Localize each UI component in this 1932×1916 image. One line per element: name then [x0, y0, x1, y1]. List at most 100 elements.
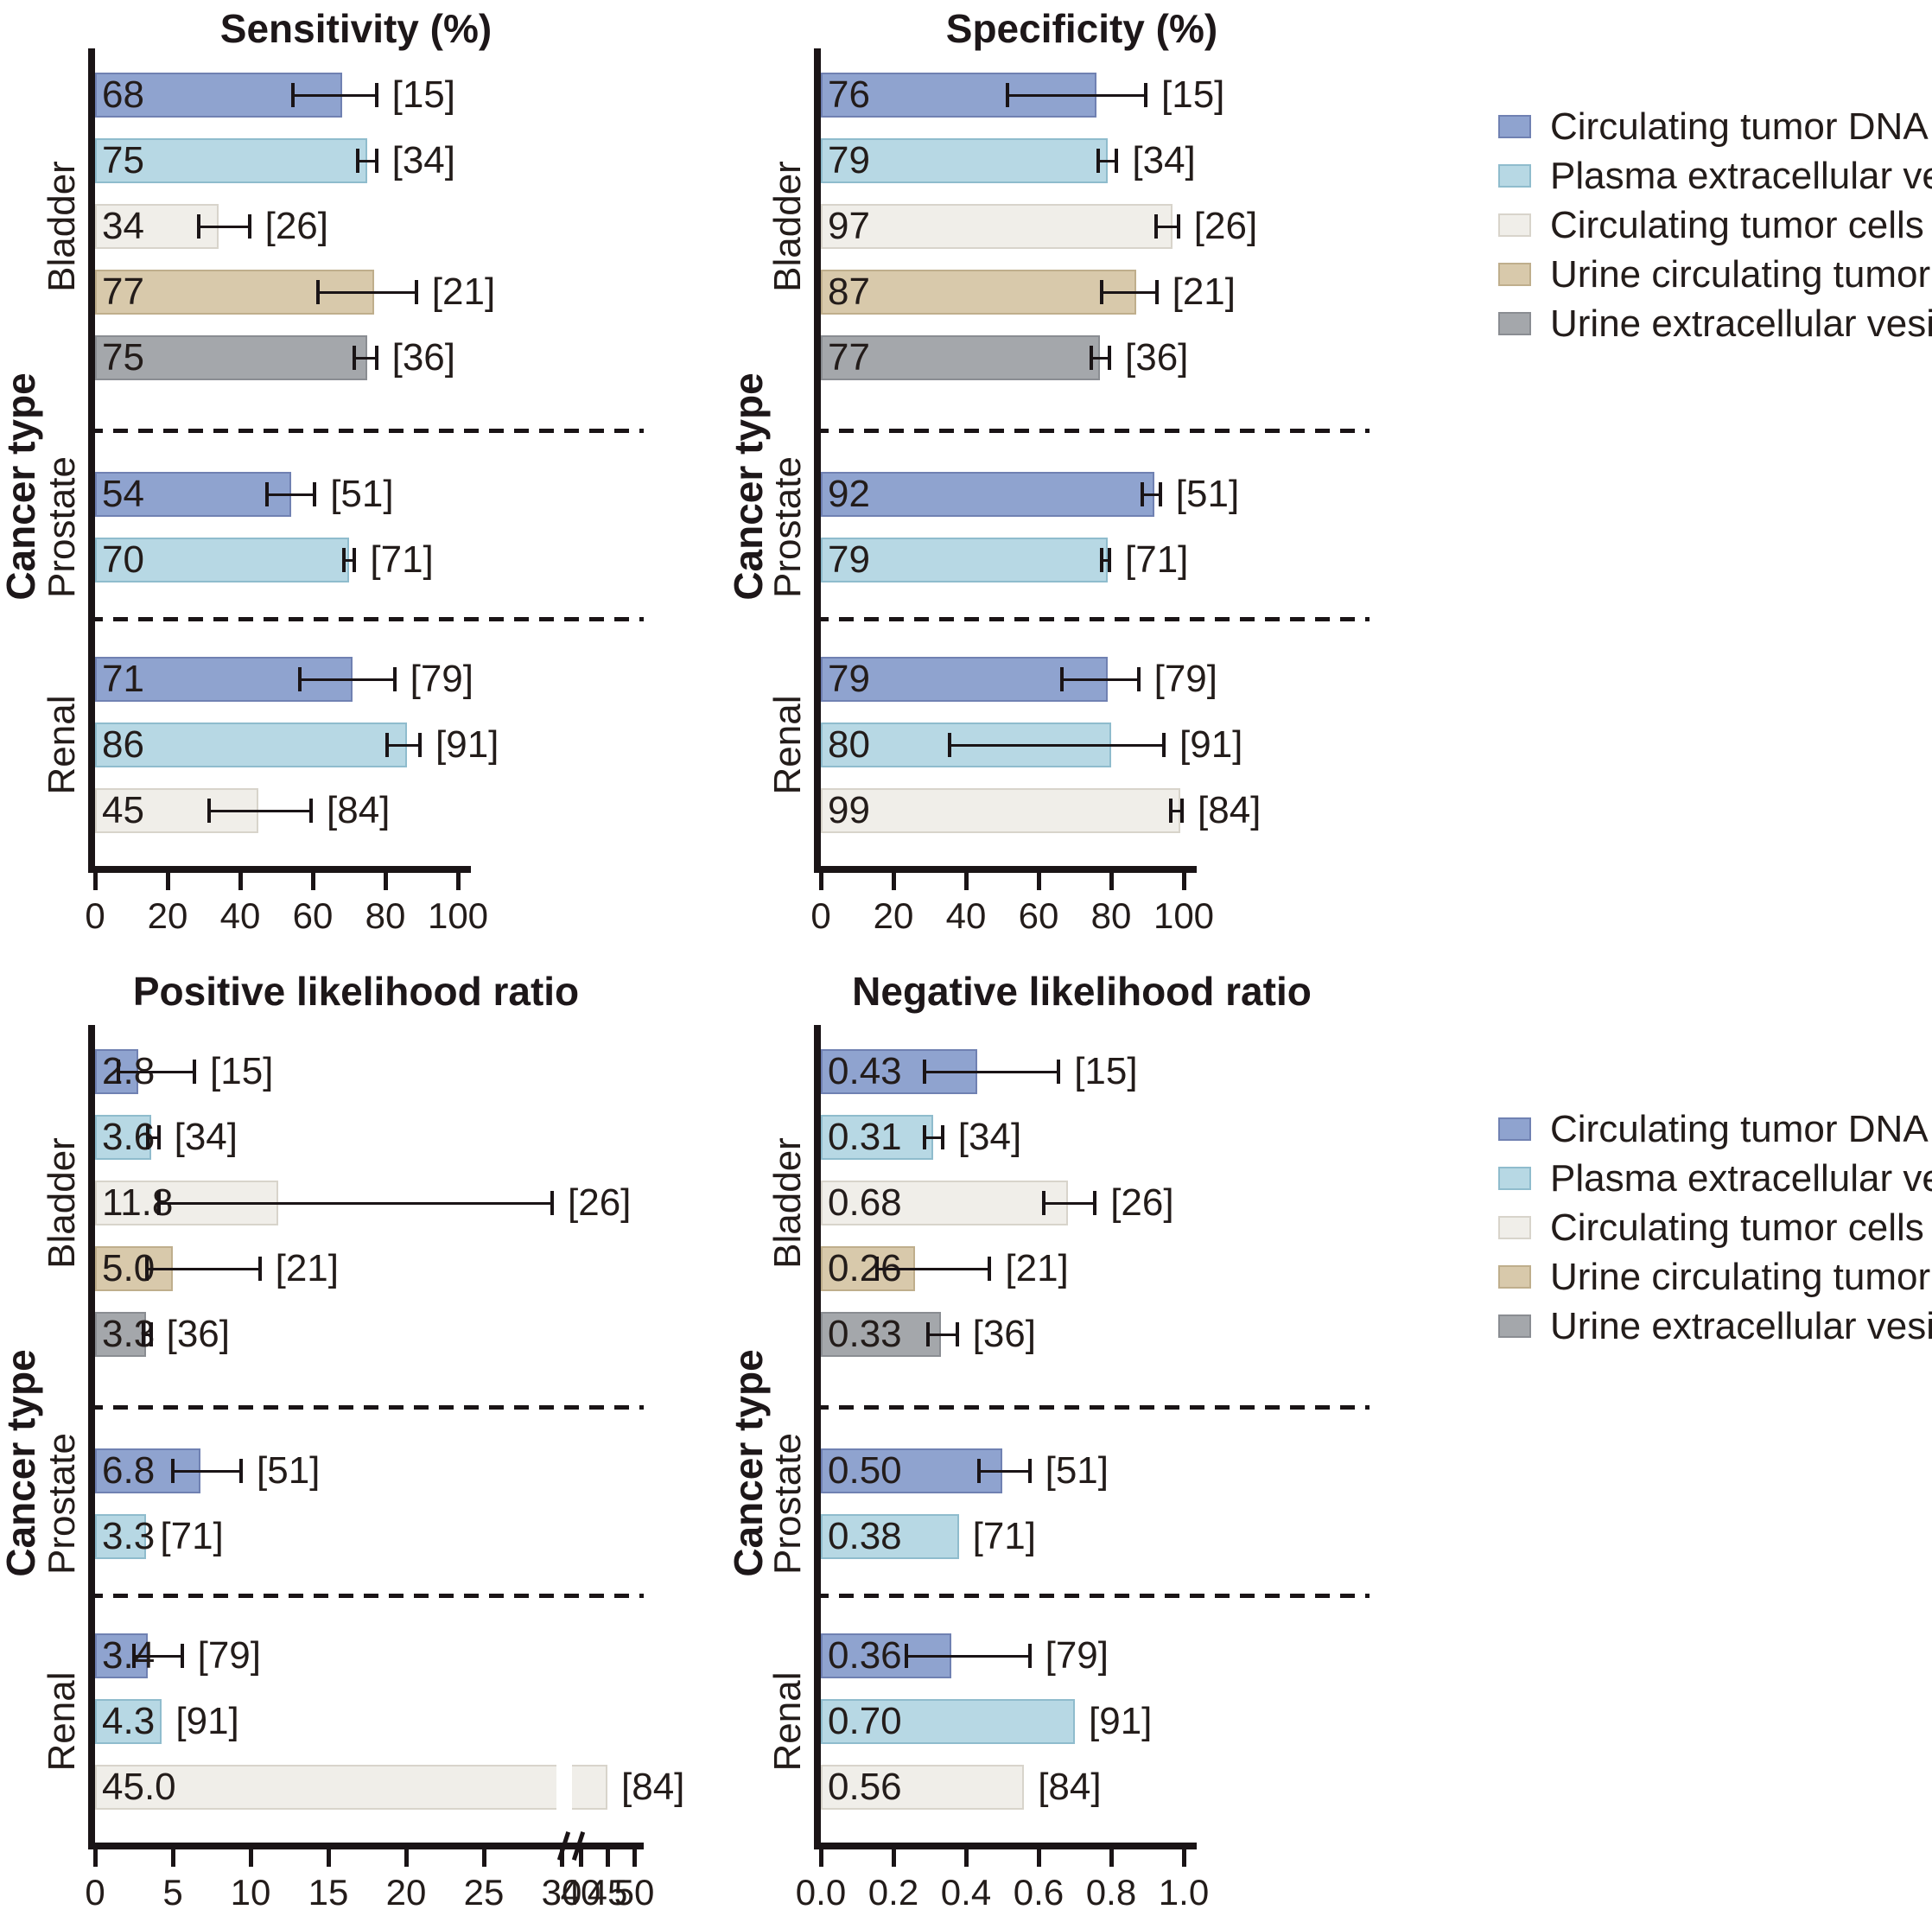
x-tick-label: 0 [85, 1872, 105, 1913]
bar-positive-likelihood-ratio-bladder-uev [95, 1312, 147, 1357]
x-tick [819, 1849, 823, 1867]
x-tick-label: 5 [162, 1872, 183, 1913]
legend-item-uev: Urine extracellular vesicles [1498, 299, 1932, 348]
x-tick [171, 1849, 175, 1867]
x-tick-label: 0 [85, 895, 105, 936]
error-bar-cap-left [298, 667, 302, 691]
bar-value-label: 0.38 [828, 1515, 902, 1557]
error-bar-cap-right [392, 667, 397, 691]
group-label-bladder: Bladder [41, 161, 83, 292]
x-tick-label: 30 [541, 1872, 582, 1913]
error-bar-cap-left [171, 1459, 175, 1483]
error-bar-cap-right [180, 1644, 184, 1668]
reference-label: [84] [621, 1766, 685, 1808]
legend-label: Urine circulating tumor DNA [1550, 252, 1932, 296]
bar-specificity-bladder-uev [821, 335, 1101, 380]
y-axis-label-cancer-type: Cancer type [0, 372, 43, 601]
reference-label: [84] [327, 789, 391, 831]
chart-title-specificity: Specificity (%) [945, 6, 1218, 51]
reference-label: [36] [972, 1313, 1036, 1355]
x-tick [1037, 1849, 1041, 1867]
error-bar [1042, 1201, 1097, 1205]
bar-sensitivity-prostate-pev [95, 538, 349, 582]
group-label-bladder: Bladder [41, 1137, 83, 1269]
error-bar-cap-left [1154, 214, 1159, 239]
reference-label: [21] [1005, 1247, 1069, 1289]
x-tick-label: 0.4 [940, 1872, 992, 1913]
bar-value-label: 0.33 [828, 1313, 902, 1355]
bar-axis-break-gap [556, 1763, 572, 1811]
x-tick [311, 873, 315, 890]
bar-positive-likelihood-ratio-prostate-ctdna [95, 1448, 201, 1493]
reference-label: [71] [1125, 538, 1189, 581]
bar-value-label: 45 [102, 789, 144, 831]
bar-value-label: 3.6 [102, 1116, 156, 1158]
error-bar-cap-right [1027, 1644, 1032, 1668]
error-bar-cap-left [922, 1125, 926, 1149]
error-bar [1169, 809, 1184, 812]
bar-specificity-renal-ctdna [821, 657, 1108, 702]
reference-label: [34] [957, 1116, 1022, 1158]
group-label-bladder: Bladder [766, 161, 809, 292]
x-tick [482, 1849, 486, 1867]
error-bar [925, 1333, 959, 1336]
y-axis-line [814, 1025, 821, 1849]
error-bar [1100, 290, 1159, 294]
group-separator-dashed-line [88, 617, 644, 621]
reference-label: [79] [197, 1634, 261, 1677]
error-bar-cap-right [309, 799, 313, 823]
x-tick [632, 1849, 637, 1867]
y-axis-line [814, 48, 821, 873]
error-bar [1100, 558, 1111, 562]
group-label-renal: Renal [766, 695, 809, 795]
legend-bottom: Circulating tumor DNA Plasma extracellula… [1498, 1104, 1932, 1351]
reference-label: [84] [1198, 789, 1262, 831]
x-tick [964, 1849, 969, 1867]
error-bar-cap-right [374, 83, 378, 107]
y-axis-label-cancer-type: Cancer type [0, 1349, 43, 1577]
reference-label: [79] [410, 658, 473, 700]
x-tick-label: 0.6 [1013, 1872, 1065, 1913]
error-bar [1140, 493, 1162, 496]
error-bar [948, 743, 1166, 747]
legend-item-ctdna: Circulating tumor DNA [1498, 102, 1932, 151]
y-axis-line [88, 1025, 95, 1849]
group-separator-dashed-line [814, 1405, 1370, 1410]
error-bar [142, 1333, 153, 1336]
reference-label: [26] [1110, 1181, 1174, 1224]
error-bar-cap-right [1093, 1191, 1097, 1215]
error-bar-cap-right [1027, 1459, 1032, 1483]
error-bar-cap-left [265, 482, 270, 506]
group-label-renal: Renal [766, 1671, 809, 1772]
bar-value-label: 0.70 [828, 1700, 902, 1742]
reference-label: [91] [435, 723, 499, 766]
x-tick-label: 25 [463, 1872, 505, 1913]
x-axis-line [814, 1843, 1197, 1849]
error-bar-cap-left [1006, 83, 1010, 107]
error-bar-cap-left [1100, 280, 1104, 304]
legend-label: Circulating tumor cells [1550, 1206, 1924, 1249]
bar-value-label: 79 [828, 538, 870, 581]
x-tick [579, 1849, 583, 1867]
error-bar-cap-left [341, 548, 346, 572]
group-separator-dashed-line [814, 1594, 1370, 1598]
bar-value-label: 77 [102, 271, 144, 313]
x-tick-label: 100 [1153, 895, 1215, 936]
bar-value-label: 80 [828, 723, 870, 766]
reference-label: [26] [264, 205, 328, 247]
error-bar-cap-left [922, 1060, 926, 1084]
bar-value-label: 77 [828, 336, 870, 379]
legend-swatch-uctdna [1498, 263, 1531, 286]
legend-item-ctdna: Circulating tumor DNA [1498, 1104, 1932, 1154]
bar-specificity-bladder-ctc [821, 204, 1173, 249]
error-bar [196, 225, 251, 228]
error-bar-cap-left [1042, 1191, 1046, 1215]
bar-value-label: 0.56 [828, 1766, 902, 1808]
bar-value-label: 79 [828, 139, 870, 181]
error-bar [117, 1070, 196, 1073]
x-axis-line [88, 866, 471, 873]
x-tick [166, 873, 170, 890]
x-tick-label: 15 [308, 1872, 349, 1913]
bar-sensitivity-bladder-ctdna [95, 73, 342, 118]
